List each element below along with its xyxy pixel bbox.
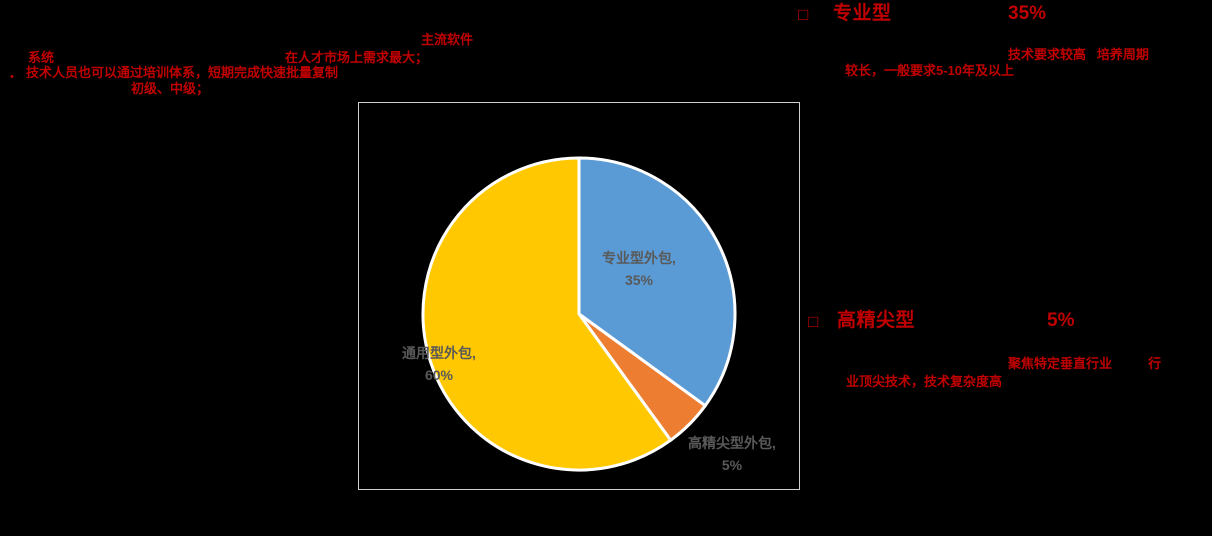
annotation-desc-professional-line2: 较长，一般要求5-10年及以上 [845, 63, 1015, 78]
annotation-levels: 初级、中级； [131, 81, 210, 96]
pie-label-professional-name: 专业型外包, [602, 250, 676, 266]
pie-chart-svg [421, 156, 737, 472]
annotation-percent-hightech: 5% [1047, 310, 1075, 331]
annotation-system: 系统 [28, 50, 55, 65]
pie-chart-plot-area [359, 103, 801, 491]
bullet-dot-icon: • [10, 71, 14, 83]
pie-label-professional-value: 35% [624, 271, 654, 288]
pie-label-hightech: 高精尖型外包, 5% [669, 433, 795, 476]
pie-label-hightech-value: 5% [721, 456, 743, 473]
annotation-desc-hightech-line2: 业顶尖技术，技术复杂度高 [846, 374, 1003, 389]
pie-label-general-value: 60% [424, 366, 454, 383]
annotation-training-system: 技术人员也可以通过培训体系，短期完成快速批量复制 [26, 65, 339, 80]
pie-label-hightech-name: 高精尖型外包, [688, 435, 776, 451]
pie-label-general: 通用型外包, 60% [369, 343, 509, 386]
pie-slice-3[interactable] [421, 156, 673, 472]
pie-chart-container: 专业型外包, 35% 通用型外包, 60% 高精尖型外包, 5% [358, 102, 800, 490]
pie-slice-1[interactable] [577, 156, 737, 408]
pie-label-professional: 专业型外包, 35% [569, 248, 709, 291]
square-bullet-icon-hightech: □ [808, 312, 819, 331]
annotation-market-demand: 在人才市场上需求最大； [285, 50, 429, 65]
annotation-title-hightech: 高精尖型 [837, 310, 916, 331]
pie-label-general-name: 通用型外包, [402, 345, 476, 361]
annotation-percent-professional: 35% [1008, 3, 1047, 24]
annotation-main-software: 主流软件 [421, 32, 474, 47]
square-bullet-icon-professional: □ [798, 5, 809, 24]
annotation-title-professional: 专业型 [833, 3, 892, 24]
annotation-desc-professional-line1: 技术要求较高 培养周期 [1008, 47, 1149, 62]
annotation-desc-hightech-line1: 聚焦特定垂直行业 行 [1008, 356, 1162, 371]
